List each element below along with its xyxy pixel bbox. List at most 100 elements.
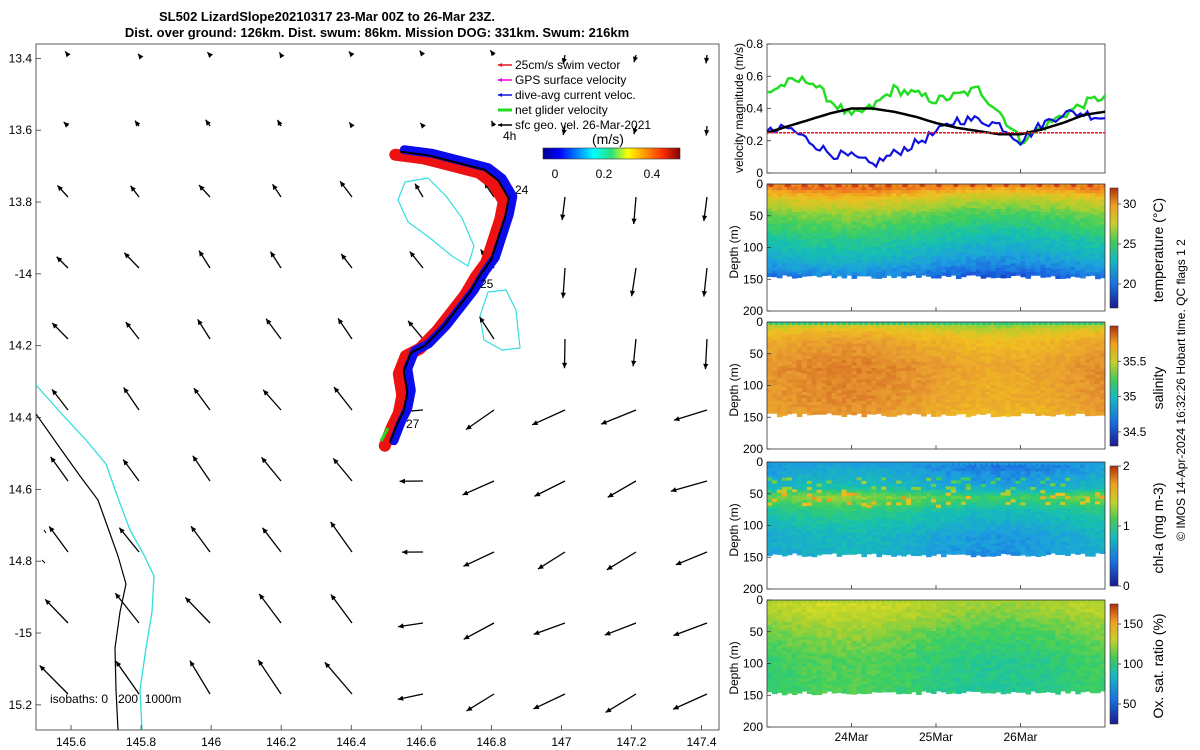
heatmap-cell [836, 239, 843, 243]
heatmap-cell [831, 202, 838, 207]
heatmap-cell [931, 397, 937, 402]
heatmap-cell [821, 343, 828, 348]
heatmap-cell [1080, 246, 1086, 251]
heatmap-cell [816, 258, 823, 262]
heatmap-cell [1030, 404, 1036, 408]
heatmap-cell [926, 257, 932, 262]
heatmap-cell [1010, 365, 1017, 370]
heatmap-cell [781, 331, 788, 335]
heatmap-cell [876, 212, 882, 216]
heatmap-cell [767, 227, 773, 231]
heatmap-cell [776, 551, 783, 555]
heatmap-cell [896, 359, 902, 363]
heatmap-cell [767, 404, 773, 408]
heatmap-cell [955, 234, 962, 238]
heatmap-cell [1045, 356, 1051, 360]
heatmap-cell [906, 232, 912, 237]
heatmap-cell [1090, 217, 1096, 222]
heatmap-cell [801, 521, 808, 526]
heatmap-cell [1000, 331, 1007, 336]
heatmap-cell [906, 331, 912, 335]
heatmap-cell [1045, 328, 1051, 332]
heatmap-cell [776, 505, 783, 509]
heatmap-cell [1095, 331, 1101, 335]
heatmap-cell [816, 483, 823, 488]
heatmap-cell [891, 366, 897, 370]
heatmap-cell [1060, 361, 1066, 366]
velocity-arrow [115, 660, 140, 695]
heatmap-cell [1075, 337, 1081, 341]
heatmap-cell [856, 272, 863, 277]
heatmap-cell [791, 376, 798, 381]
heatmap-cell [806, 352, 813, 357]
heatmap-cell [806, 254, 813, 258]
heatmap-cell [846, 217, 853, 221]
heatmap-cell [781, 235, 788, 240]
heatmap-cell [1035, 260, 1041, 264]
heatmap-cell [1020, 224, 1027, 228]
heatmap-cell [851, 480, 858, 485]
heatmap-cell [1100, 353, 1105, 357]
heatmap-cell [861, 217, 867, 222]
heatmap-cell [851, 228, 858, 232]
heatmap-cell [891, 403, 897, 408]
heatmap-cell [816, 548, 823, 553]
heatmap-cell [786, 193, 793, 197]
heatmap-cell [1000, 375, 1007, 379]
heatmap-cell [786, 199, 793, 203]
heatmap-cell [1040, 387, 1046, 391]
heatmap-cell [772, 471, 778, 475]
heatmap-cell [871, 337, 877, 342]
heatmap-cell [921, 381, 927, 386]
heatmap-cell [1025, 265, 1032, 270]
heatmap-cell [846, 374, 853, 378]
surface-sample-dot [1048, 184, 1054, 188]
heatmap-cell [950, 244, 957, 249]
heatmap-cell [1030, 410, 1036, 414]
heatmap-cell [1080, 410, 1086, 414]
heatmap-cell [841, 545, 848, 549]
heatmap-cell [891, 274, 897, 278]
heatmap-cell [871, 386, 877, 391]
surface-sample-dot [998, 184, 1004, 188]
heatmap-cell [781, 265, 788, 270]
heatmap-cell [806, 508, 813, 513]
heatmap-cell [811, 386, 818, 391]
heatmap-cell [866, 269, 872, 274]
heatmap-cell [786, 508, 793, 512]
heatmap-cell [980, 196, 987, 201]
heatmap-cell [891, 243, 897, 247]
velocity-ylabel: velocity magnitude (m/s) [732, 43, 746, 173]
heatmap-cell [995, 353, 1002, 358]
heatmap-cell [801, 325, 808, 329]
heatmap-cell [1100, 249, 1105, 254]
heatmap-cell [1000, 353, 1007, 357]
heatmap-cell [831, 492, 838, 496]
heatmap-cell [821, 377, 828, 381]
heatmap-cell [970, 262, 977, 267]
heatmap-cell [831, 337, 838, 342]
heatmap-cell [826, 382, 833, 387]
heatmap-cell [856, 269, 863, 274]
heatmap-cell [801, 389, 808, 393]
heatmap-cell [970, 214, 977, 218]
heatmap-cell [831, 215, 838, 219]
surface-sample-dot [768, 322, 774, 326]
heatmap-cell [816, 343, 823, 348]
heatmap-cell [801, 242, 808, 246]
heatmap-cell [921, 187, 927, 191]
heatmap-cell [851, 343, 858, 348]
heatmap-cell [995, 221, 1002, 225]
heatmap-cell [856, 263, 863, 268]
heatmap-cell [772, 245, 778, 250]
heatmap-cell [831, 212, 838, 216]
heatmap-cell [931, 372, 937, 376]
heatmap-cell [1095, 250, 1101, 254]
heatmap-cell [906, 235, 912, 240]
heatmap-cell [965, 410, 972, 414]
heatmap-cell [851, 502, 858, 506]
heatmap-cell [995, 212, 1002, 216]
heatmap-cell [985, 376, 992, 381]
velocity-arrow [197, 318, 211, 340]
heatmap-cell [1055, 411, 1061, 415]
